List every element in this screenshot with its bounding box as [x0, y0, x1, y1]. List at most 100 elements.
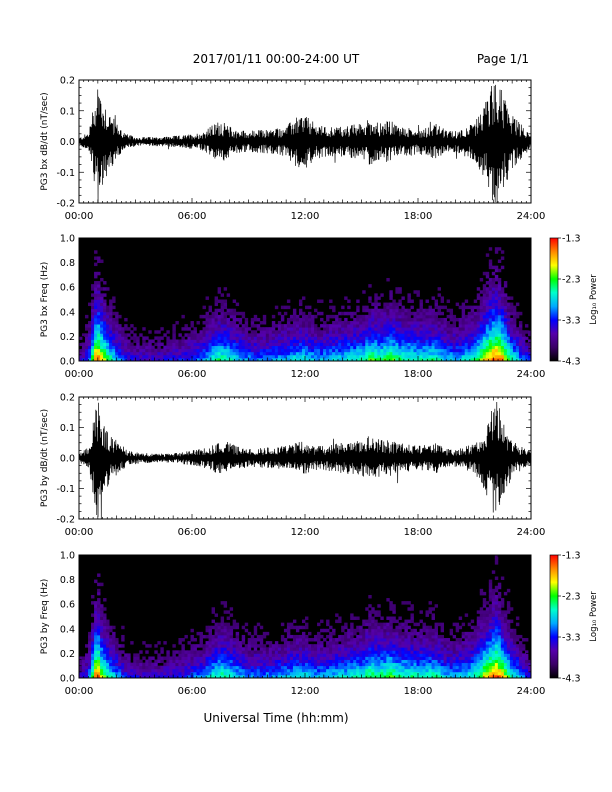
spectrogram-cell — [244, 662, 249, 667]
spectrogram-cell — [422, 330, 426, 334]
spectrogram-cell — [524, 348, 529, 353]
spectrogram-cell — [232, 348, 237, 353]
spectrogram-cell — [274, 644, 279, 648]
spectrogram-cell — [265, 662, 270, 667]
spectrogram-cell — [503, 351, 508, 356]
spectrogram-cell — [440, 659, 445, 664]
spectrogram-cell — [190, 628, 194, 633]
spectrogram-cell — [172, 339, 176, 343]
spectrogram-cell — [106, 354, 110, 359]
spectrogram-cell — [503, 317, 508, 322]
spectrogram-cell — [220, 327, 225, 331]
spectrogram-cell — [362, 619, 366, 624]
spectrogram-cell — [428, 308, 432, 313]
spectrogram-cell — [344, 638, 348, 642]
spectrogram-cell — [380, 625, 384, 630]
spectrogram-cell — [428, 342, 432, 347]
spectrogram-cell — [314, 668, 318, 673]
spectrogram-cell — [214, 339, 219, 343]
spectrogram-cell — [151, 339, 155, 343]
spectrogram-cell — [112, 665, 116, 670]
spectrogram-cell — [229, 336, 234, 340]
spectrogram-cell — [455, 348, 460, 353]
spectrogram-cell — [127, 339, 131, 343]
spectrogram-cell — [437, 650, 441, 654]
spectrogram-cell — [443, 668, 448, 673]
spectrogram-cell — [317, 665, 321, 670]
spectrogram-cell — [295, 628, 300, 633]
spectrogram-cell — [368, 622, 372, 627]
spectrogram-cell — [109, 302, 113, 307]
spectrogram-cell — [506, 302, 511, 307]
spectrogram-cell — [515, 302, 520, 307]
spectrogram-cell — [374, 314, 378, 319]
spectrogram-cell — [271, 653, 276, 657]
spectrogram-cell — [247, 668, 252, 673]
spectrogram-cell — [326, 662, 330, 667]
spectrogram-cell — [380, 348, 384, 353]
spectrogram-cell — [268, 641, 273, 645]
spectrogram-cell — [434, 348, 438, 353]
spectrogram-cell — [458, 342, 463, 347]
spectrogram-cell — [359, 631, 363, 636]
spectrogram-cell — [434, 650, 438, 654]
spectrogram-cell — [482, 305, 487, 310]
spectrogram-cell — [94, 317, 98, 322]
spectrogram-cell — [425, 610, 429, 614]
spectrogram-cell — [100, 628, 104, 633]
spectrogram-cell — [494, 290, 499, 294]
spectrogram-cell — [419, 619, 423, 624]
spectrogram-cell — [121, 348, 125, 353]
spectrogram-cell — [374, 644, 378, 648]
spectrogram-cell — [440, 634, 445, 639]
spectrogram-cell — [220, 653, 225, 657]
spectrogram-cell — [437, 644, 441, 648]
spectrogram-cell — [362, 336, 366, 340]
spectrogram-cell — [289, 333, 294, 337]
spectrogram-cell — [332, 659, 336, 664]
spectrogram-cell — [314, 354, 318, 359]
spectrogram-cell — [443, 671, 448, 676]
spectrogram-cell — [175, 674, 179, 679]
spectrogram-cell — [145, 662, 149, 667]
spectrogram-cell — [247, 659, 252, 664]
spectrogram-cell — [289, 668, 294, 673]
spectrogram-cell — [329, 653, 333, 657]
spectrogram-cell — [145, 650, 149, 654]
spectrogram-cell — [488, 259, 493, 263]
spectrogram-cell — [461, 357, 466, 362]
spectrogram-cell — [422, 647, 426, 651]
spectrogram-cell — [106, 342, 110, 347]
spectrogram-cell — [202, 653, 206, 657]
spectrogram-cell — [145, 671, 149, 676]
spectrogram-cell — [109, 638, 113, 642]
spectrogram-cell — [335, 357, 339, 362]
spectrogram-cell — [265, 330, 270, 334]
spectrogram-cell — [181, 647, 185, 651]
spectrogram-cell — [208, 351, 212, 356]
spectrogram-cell — [419, 354, 423, 359]
spectrogram-cell — [482, 336, 487, 340]
spectrogram-cell — [226, 317, 231, 322]
spectrogram-cell — [193, 638, 197, 642]
spectrogram-cell — [211, 619, 215, 624]
spectrogram-cell — [238, 671, 243, 676]
spectrogram-cell — [491, 327, 496, 331]
spectrogram-cell — [323, 354, 327, 359]
spectrogram-cell — [476, 317, 481, 322]
spectrogram-cell — [118, 351, 122, 356]
spectrogram-cell — [323, 357, 327, 362]
spectrogram-cell — [295, 638, 300, 642]
spectrogram-cell — [485, 317, 490, 322]
spectrogram-cell — [295, 647, 300, 651]
spectrogram-cell — [311, 650, 315, 654]
spectrogram-cell — [308, 345, 312, 350]
spectrogram-cell — [395, 287, 399, 291]
spectrogram-cell — [196, 333, 200, 337]
spectrogram-cell — [314, 653, 318, 657]
spectrogram-cell — [229, 330, 234, 334]
y-tick-label: 0.2 — [60, 393, 75, 404]
spectrogram-cell — [265, 336, 270, 340]
spectrogram-cell — [271, 656, 276, 660]
spectrogram-cell — [392, 308, 396, 313]
